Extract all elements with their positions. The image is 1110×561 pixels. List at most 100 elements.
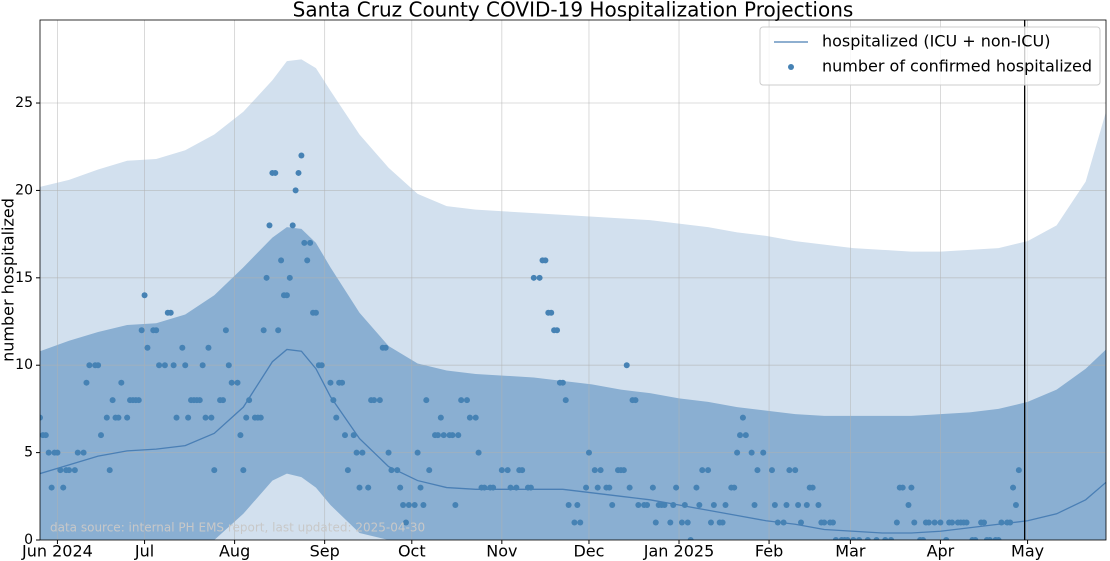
- data-point: [931, 519, 938, 526]
- data-point: [707, 519, 714, 526]
- data-point: [882, 537, 889, 540]
- data-point: [211, 467, 218, 474]
- data-point: [228, 379, 235, 386]
- y-axis-label: number hospitalized: [0, 198, 18, 362]
- data-point: [760, 449, 767, 456]
- data-point: [394, 467, 401, 474]
- data-point: [202, 414, 209, 421]
- data-point: [681, 502, 688, 509]
- y-tick-label: 20: [15, 182, 33, 198]
- data-point: [821, 519, 828, 526]
- x-tick-label: Dec: [573, 542, 604, 561]
- data-point: [185, 414, 192, 421]
- y-tick-label: 15: [15, 270, 33, 286]
- data-point: [417, 484, 424, 491]
- data-point: [170, 362, 177, 369]
- chart-title: Santa Cruz County COVID-19 Hospitalizati…: [293, 0, 854, 22]
- data-point: [371, 397, 378, 404]
- data-point: [585, 449, 592, 456]
- data-point: [353, 449, 360, 456]
- data-point: [893, 519, 900, 526]
- data-point: [949, 519, 956, 526]
- data-point: [449, 432, 456, 439]
- data-point: [196, 397, 203, 404]
- data-point: [963, 519, 970, 526]
- data-point: [981, 519, 988, 526]
- data-point: [594, 484, 601, 491]
- data-point: [678, 519, 685, 526]
- data-point: [208, 414, 215, 421]
- data-point: [455, 432, 462, 439]
- data-point: [115, 414, 122, 421]
- data-point: [341, 432, 348, 439]
- data-point: [626, 484, 633, 491]
- data-point: [670, 502, 677, 509]
- data-point: [350, 432, 357, 439]
- data-point: [286, 274, 293, 281]
- data-point: [141, 292, 148, 299]
- data-point: [426, 467, 433, 474]
- data-point: [481, 484, 488, 491]
- data-point: [577, 519, 584, 526]
- data-point: [397, 484, 404, 491]
- data-point: [423, 397, 430, 404]
- x-tick-label: Jan 2025: [643, 542, 714, 561]
- data-point: [995, 537, 1002, 540]
- data-point: [144, 344, 151, 351]
- data-point: [292, 187, 299, 194]
- data-point: [937, 519, 944, 526]
- data-point: [644, 502, 651, 509]
- data-point: [283, 292, 290, 299]
- x-tick-label: May: [1011, 542, 1044, 561]
- data-point: [792, 467, 799, 474]
- data-point: [856, 537, 863, 540]
- data-point: [559, 379, 566, 386]
- data-point: [571, 519, 578, 526]
- legend-label: hospitalized (ICU + non-ICU): [822, 32, 1050, 51]
- data-point: [356, 484, 363, 491]
- data-point: [583, 484, 590, 491]
- legend-label: number of confirmed hospitalized: [822, 57, 1092, 76]
- data-point: [411, 502, 418, 509]
- data-point: [542, 257, 549, 264]
- data-point: [606, 484, 613, 491]
- data-point: [899, 484, 906, 491]
- data-point: [972, 537, 979, 540]
- data-point: [774, 519, 781, 526]
- data-point: [402, 519, 409, 526]
- data-point: [530, 274, 537, 281]
- data-point: [260, 327, 267, 334]
- data-point: [272, 169, 279, 176]
- data-point: [873, 537, 880, 540]
- data-point: [103, 414, 110, 421]
- data-point: [382, 344, 389, 351]
- data-point: [507, 484, 514, 491]
- data-point: [205, 344, 212, 351]
- data-point: [318, 362, 325, 369]
- data-point: [179, 344, 186, 351]
- data-point: [71, 467, 78, 474]
- data-point: [66, 467, 73, 474]
- data-point: [167, 309, 174, 316]
- data-point: [45, 449, 52, 456]
- data-point: [748, 449, 755, 456]
- data-point: [437, 414, 444, 421]
- data-point: [620, 467, 627, 474]
- data-point: [731, 484, 738, 491]
- data-point: [118, 379, 125, 386]
- data-point: [661, 502, 668, 509]
- data-point: [289, 222, 296, 229]
- data-point: [565, 502, 572, 509]
- data-point: [330, 397, 337, 404]
- data-point: [519, 467, 526, 474]
- data-point: [54, 449, 61, 456]
- data-point: [161, 362, 168, 369]
- x-tick-label: Jun 2024: [21, 542, 93, 561]
- data-point: [376, 397, 383, 404]
- data-point: [751, 502, 758, 509]
- data-point: [844, 537, 851, 540]
- data-point: [257, 414, 264, 421]
- data-point: [1015, 467, 1022, 474]
- data-point: [920, 537, 927, 540]
- data-point: [124, 414, 131, 421]
